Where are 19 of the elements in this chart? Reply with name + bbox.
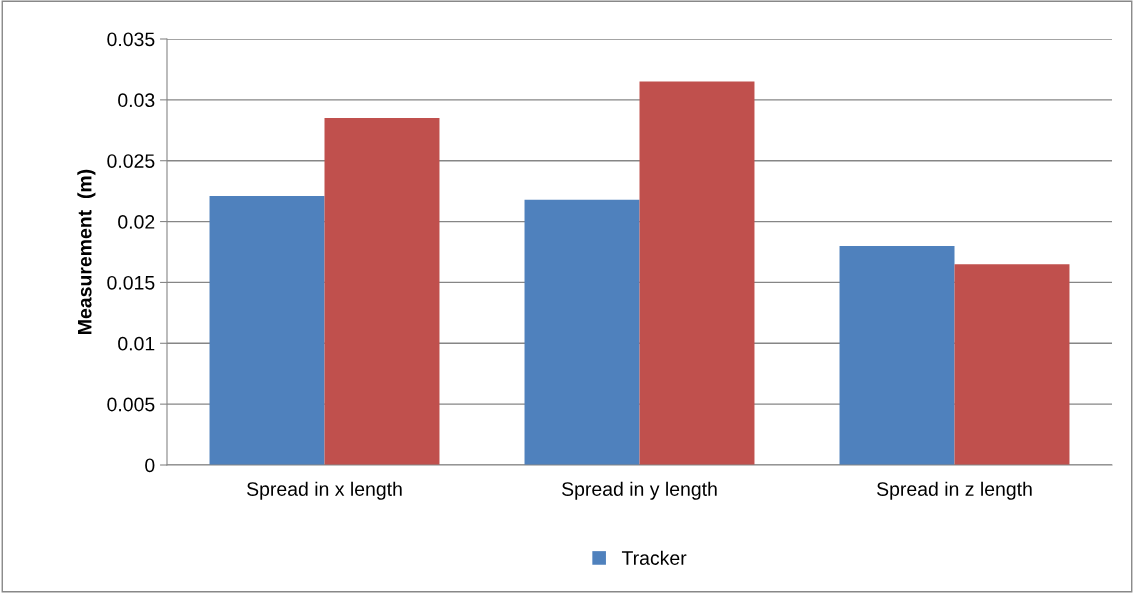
y-tick-label: 0.03: [118, 93, 155, 108]
legend-label: Tracker: [621, 550, 687, 565]
bar: [524, 199, 640, 465]
y-tick-label: 0.025: [107, 154, 155, 168]
y-tick-label: 0.02: [118, 215, 155, 229]
y-tick-label: 0.005: [107, 397, 155, 412]
bar: [954, 264, 1070, 465]
bar: [639, 81, 755, 465]
y-tick-label: 0.015: [107, 275, 155, 290]
y-tick-label: 0: [145, 458, 155, 473]
x-tick-label: Spread in x length: [247, 481, 402, 500]
y-tick-label: 0.01: [118, 336, 155, 351]
bar: [209, 196, 325, 465]
y-axis-title: Measurement (m): [77, 169, 96, 334]
y-tick-label: 0.035: [107, 32, 155, 47]
bar: [839, 245, 955, 465]
bar: [324, 118, 440, 465]
x-tick-label: Spread in z length: [877, 481, 1032, 500]
x-tick-label: Spread in y length: [562, 481, 717, 500]
